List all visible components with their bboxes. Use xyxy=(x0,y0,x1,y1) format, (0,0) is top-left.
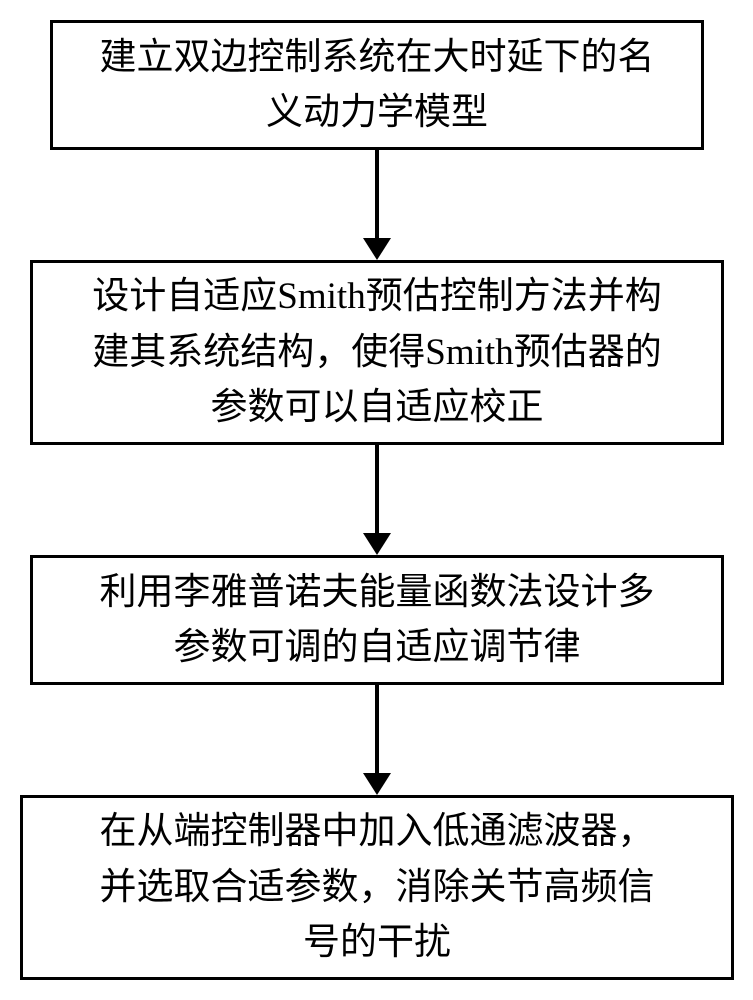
flowchart-arrow-1 xyxy=(363,150,391,260)
arrow-head-icon xyxy=(363,238,391,260)
arrow-line xyxy=(375,685,379,773)
flowchart-node-3: 利用李雅普诺夫能量函数法设计多 参数可调的自适应调节律 xyxy=(30,555,724,685)
arrow-head-icon xyxy=(363,773,391,795)
flowchart-node-2-text: 设计自适应Smith预估控制方法并构 建其系统结构，使得Smith预估器的 参数… xyxy=(92,269,661,436)
arrow-line xyxy=(375,150,379,238)
flowchart-node-4-text: 在从端控制器中加入低通滤波器， 并选取合适参数，消除关节高频信 号的干扰 xyxy=(100,804,655,971)
arrow-line xyxy=(375,445,379,533)
flowchart-arrow-2 xyxy=(363,445,391,555)
arrow-head-icon xyxy=(363,533,391,555)
flowchart-arrow-3 xyxy=(363,685,391,795)
flowchart-node-4: 在从端控制器中加入低通滤波器， 并选取合适参数，消除关节高频信 号的干扰 xyxy=(20,795,734,980)
flowchart-node-1: 建立双边控制系统在大时延下的名 义动力学模型 xyxy=(50,20,704,150)
flowchart-node-1-text: 建立双边控制系统在大时延下的名 义动力学模型 xyxy=(100,30,655,141)
flowchart-node-2: 设计自适应Smith预估控制方法并构 建其系统结构，使得Smith预估器的 参数… xyxy=(30,260,724,445)
flowchart-node-3-text: 利用李雅普诺夫能量函数法设计多 参数可调的自适应调节律 xyxy=(100,565,655,676)
